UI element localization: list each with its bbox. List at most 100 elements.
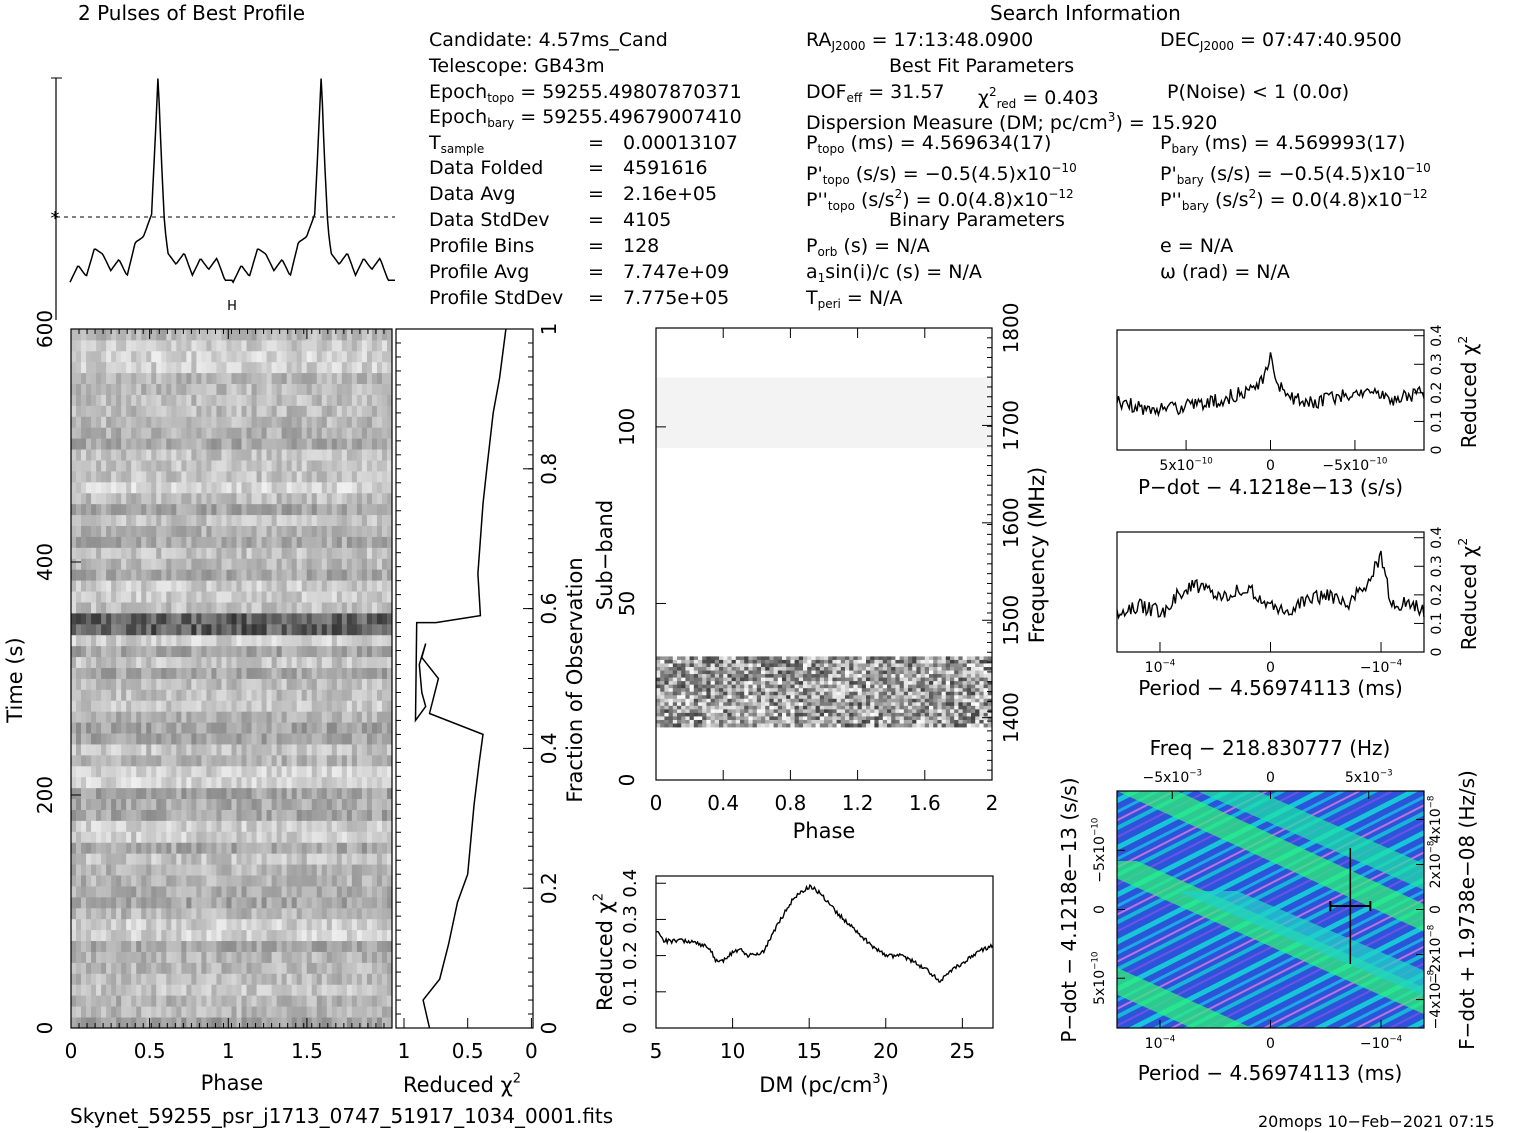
time-phase-cell — [191, 896, 197, 909]
time-phase-cell — [176, 449, 182, 461]
time-phase-cell — [336, 929, 343, 942]
time-phase-cell — [101, 569, 107, 581]
time-phase-cell — [211, 918, 217, 931]
time-phase-cell — [131, 864, 137, 876]
time-phase-cell — [131, 383, 137, 395]
time-phase-cell — [116, 1006, 122, 1018]
time-phase-cell — [266, 536, 273, 548]
time-phase-cell — [221, 962, 227, 974]
time-phase-cell — [201, 470, 207, 483]
subband-cell — [664, 674, 669, 678]
time-phase-cell — [71, 350, 77, 363]
time-phase-cell — [336, 525, 343, 537]
time-phase-cell — [261, 645, 268, 658]
time-phase-cell — [216, 842, 222, 854]
time-phase-cell — [366, 569, 373, 581]
time-phase-cell — [376, 907, 383, 920]
time-phase-cell — [276, 1006, 283, 1018]
time-phase-cell — [386, 667, 393, 679]
time-phase-cell — [256, 940, 262, 952]
time-phase-cell — [191, 405, 197, 417]
time-phase-cell — [346, 449, 353, 461]
time-phase-cell — [316, 733, 323, 745]
subband-cell — [983, 670, 989, 675]
time-phase-cell — [311, 372, 318, 385]
time-phase-cell — [351, 907, 358, 920]
time-phase-cell — [291, 612, 298, 625]
time-phase-cell — [351, 798, 358, 810]
time-phase-cell — [376, 645, 383, 658]
time-phase-cell — [296, 602, 303, 614]
subband-cell — [945, 659, 951, 664]
time-phase-cell — [301, 787, 308, 800]
time-phase-cell — [206, 820, 212, 832]
time-phase-cell — [291, 962, 298, 974]
time-phase-cell — [101, 765, 107, 778]
subband-cell — [761, 667, 766, 671]
time-phase-cell — [366, 612, 373, 625]
time-phase-cell — [276, 864, 283, 876]
time-phase-cell — [281, 1006, 288, 1018]
time-phase-cell — [176, 492, 182, 505]
time-phase-cell — [341, 329, 348, 341]
time-phase-cell — [151, 907, 157, 920]
subband-cell — [899, 670, 905, 675]
subband-cell — [870, 656, 875, 661]
time-phase-cell — [166, 700, 172, 712]
time-phase-cell — [111, 449, 117, 461]
time-phase-cell — [221, 329, 227, 341]
time-phase-cell — [296, 918, 303, 931]
time-phase-cell — [356, 809, 363, 821]
time-phase-cell — [106, 558, 112, 570]
time-phase-cell — [111, 361, 117, 374]
time-phase-cell — [141, 984, 147, 996]
time-phase-cell — [256, 951, 262, 963]
time-phase-cell — [266, 634, 273, 647]
time-phase-cell — [386, 962, 393, 974]
time-phase-cell — [351, 995, 358, 1007]
time-phase-cell — [296, 929, 303, 942]
time-phase-cell — [251, 689, 257, 701]
time-phase-cell — [101, 820, 107, 832]
time-phase-cell — [156, 765, 162, 778]
time-phase-cell — [76, 940, 82, 952]
time-phase-cell — [276, 623, 283, 636]
time-phase-cell — [111, 886, 117, 898]
time-phase-cell — [166, 864, 172, 876]
time-phase-cell — [141, 1006, 147, 1018]
time-phase-cell — [216, 1006, 222, 1018]
subband-cell — [769, 656, 774, 661]
subband-cell — [756, 667, 762, 671]
time-phase-cell — [251, 962, 257, 974]
time-phase-cell — [121, 547, 127, 559]
time-phase-cell — [351, 733, 358, 745]
time-phase-cell — [371, 329, 378, 341]
profile-stddev-label: Profile StdDev — [429, 287, 564, 309]
subband-cell — [983, 674, 989, 678]
time-phase-cell — [191, 372, 197, 385]
time-phase-cell — [376, 492, 383, 505]
time-phase-cell — [151, 754, 157, 767]
time-phase-cell — [96, 536, 102, 548]
time-phase-cell — [191, 350, 197, 363]
time-phase-cell — [211, 754, 217, 767]
time-phase-cell — [361, 416, 368, 428]
subband-cell — [933, 670, 938, 675]
time-phase-cell — [386, 361, 393, 374]
time-phase-cell — [326, 896, 333, 909]
time-phase-cell — [101, 634, 107, 647]
time-phase-cell — [101, 907, 107, 920]
time-phase-cell — [151, 580, 157, 592]
time-phase-cell — [231, 427, 237, 439]
subband-cell — [748, 670, 753, 675]
pdot-topo-sub: topo — [822, 173, 850, 187]
time-phase-cell — [271, 645, 278, 658]
time-phase-cell — [226, 492, 232, 505]
time-phase-cell — [156, 711, 162, 723]
time-phase-cell — [131, 886, 137, 898]
time-phase-cell — [366, 798, 373, 810]
time-phase-cell — [136, 1017, 142, 1029]
time-phase-cell — [171, 372, 177, 385]
time-phase-cell — [366, 329, 373, 341]
time-phase-cell — [326, 984, 333, 996]
